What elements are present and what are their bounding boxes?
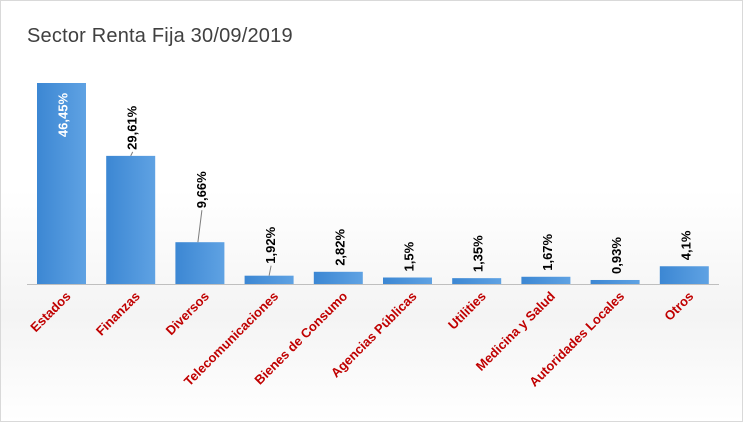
leader-line-3: [268, 265, 272, 276]
data-label-7: 1,67%: [540, 233, 555, 270]
leader-line-2: [197, 210, 203, 243]
data-label-9: 4,1%: [678, 230, 693, 260]
category-label-2: Diversos: [163, 289, 212, 338]
data-label-2: 9,66%: [194, 171, 209, 208]
chart-title: Sector Renta Fija 30/09/2019: [27, 25, 293, 47]
leader-line-1: [130, 151, 134, 157]
bar-5: [383, 277, 432, 284]
category-label-0: Estados: [27, 289, 73, 335]
bar-0: [37, 83, 86, 284]
bar-9: [659, 266, 709, 284]
bar-2: [175, 242, 225, 284]
data-label-5: 1,5%: [402, 241, 417, 271]
data-label-1: 29,61%: [125, 105, 140, 150]
data-label-6: 1,35%: [471, 235, 486, 272]
data-label-8: 0,93%: [609, 237, 624, 274]
data-label-3: 1,92%: [263, 226, 278, 263]
data-label-0: 46,45%: [56, 93, 71, 138]
category-label-9: Otros: [661, 289, 696, 324]
bar-4: [313, 271, 363, 284]
bar-7: [521, 276, 571, 284]
data-label-4: 2,82%: [332, 228, 347, 265]
category-label-6: Utilities: [445, 289, 489, 333]
bar-3: [244, 275, 294, 284]
bar-8: [590, 279, 640, 284]
bar-6: [452, 278, 502, 284]
category-label-1: Finanzas: [93, 289, 143, 339]
bar-1: [106, 155, 156, 284]
